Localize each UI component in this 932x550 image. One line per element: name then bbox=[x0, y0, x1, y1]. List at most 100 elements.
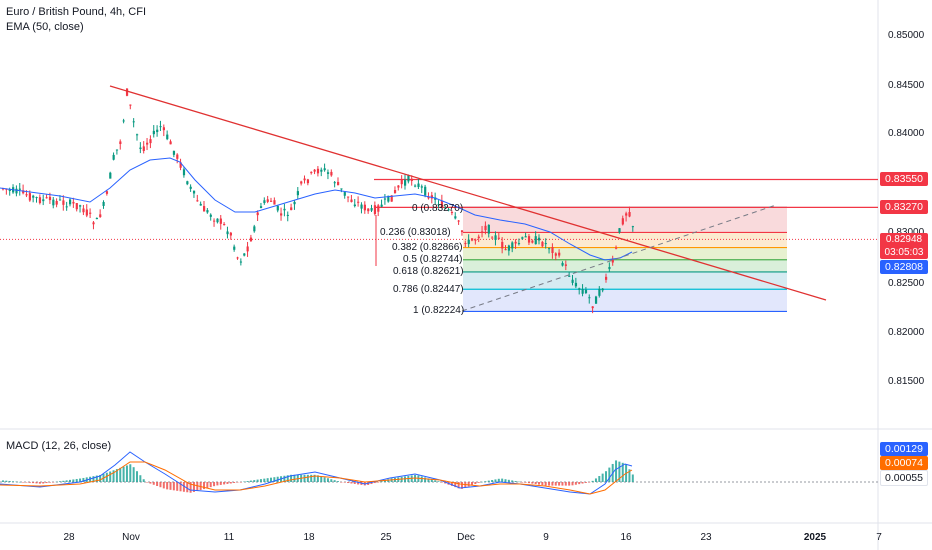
macd-histogram-bar bbox=[434, 480, 437, 482]
macd-histogram-bar bbox=[273, 477, 276, 482]
time-tick: Dec bbox=[457, 532, 475, 543]
candle-body bbox=[450, 212, 454, 214]
signal-line bbox=[0, 461, 633, 495]
macd-histogram-bar bbox=[249, 480, 252, 482]
candle-body bbox=[189, 186, 192, 189]
ema-indicator-label[interactable]: EMA (50, close) bbox=[6, 21, 84, 33]
candle-body bbox=[129, 104, 132, 106]
candle-body bbox=[601, 288, 604, 291]
candle-body bbox=[584, 289, 588, 294]
macd-histogram-bar bbox=[259, 479, 262, 482]
candle-body bbox=[460, 230, 464, 233]
candle-body bbox=[18, 188, 21, 190]
macd-histogram-bar bbox=[377, 482, 380, 483]
fib-label-0786[interactable]: 0.786 (0.82447) bbox=[393, 284, 464, 295]
fib-label-05[interactable]: 0.5 (0.82744) bbox=[403, 254, 463, 265]
candle-body bbox=[249, 237, 253, 242]
macd-histogram-bar bbox=[239, 482, 242, 483]
candle-body bbox=[192, 190, 196, 194]
candle-body bbox=[457, 220, 460, 222]
candle-body bbox=[186, 181, 189, 185]
macd-histogram-bar bbox=[55, 481, 58, 483]
macd-histogram-bar bbox=[471, 482, 473, 486]
candle-body bbox=[149, 139, 152, 144]
candle-body bbox=[477, 236, 480, 239]
macd-histogram-bar bbox=[263, 478, 266, 482]
macd-histogram-bar bbox=[75, 478, 78, 482]
macd-histogram-bar bbox=[424, 477, 427, 482]
macd-histogram-bar bbox=[514, 481, 517, 482]
candle-body bbox=[270, 200, 273, 202]
descending-trendline bbox=[109, 85, 827, 301]
candle-body bbox=[501, 241, 504, 249]
macd-histogram-bar bbox=[32, 482, 35, 484]
resistance-price-tag-2[interactable]: 0.83270 bbox=[880, 200, 928, 214]
macd-histogram-bar bbox=[256, 479, 259, 482]
macd-indicator-label[interactable]: MACD (12, 26, close) bbox=[6, 440, 112, 452]
macd-histogram-bar bbox=[598, 476, 601, 482]
candle-body bbox=[266, 199, 269, 202]
macd-histogram-bar bbox=[310, 474, 313, 482]
candle-body bbox=[32, 195, 35, 198]
candle-body bbox=[628, 212, 631, 217]
resistance-price-tag-1[interactable]: 0.83550 bbox=[880, 172, 928, 186]
candle-body bbox=[219, 218, 222, 224]
candle-body bbox=[42, 199, 45, 202]
macd-histogram-bar bbox=[8, 480, 11, 482]
candle-body bbox=[491, 237, 494, 239]
candle-body bbox=[558, 252, 561, 256]
macd-histogram-bar bbox=[326, 478, 329, 482]
candle-body bbox=[290, 207, 293, 211]
macd-histogram-bar bbox=[427, 478, 430, 482]
last-price-tag[interactable]: 0.82948 bbox=[880, 233, 928, 246]
macd-histogram-bar bbox=[189, 482, 192, 493]
candle-body bbox=[28, 193, 31, 201]
macd-histogram-bar bbox=[568, 482, 571, 486]
macd-histogram-bar bbox=[621, 462, 624, 482]
price-tick: 0.85000 bbox=[888, 30, 925, 41]
candle-body bbox=[393, 190, 397, 194]
macd-histogram-bar bbox=[12, 481, 15, 482]
macd-histogram-bar bbox=[303, 474, 306, 482]
candle-body bbox=[404, 179, 407, 186]
macd-histogram-bar bbox=[243, 481, 246, 483]
candle-body bbox=[434, 197, 437, 200]
ema-price-tag[interactable]: 0.82808 bbox=[880, 260, 928, 274]
fib-zone bbox=[463, 271, 787, 290]
candle-body bbox=[35, 197, 38, 199]
macd-histogram-bar bbox=[347, 482, 350, 484]
ema-line bbox=[0, 157, 633, 261]
macd-histogram-bar bbox=[82, 477, 85, 482]
macd-histogram-bar bbox=[554, 482, 557, 486]
macd-histogram-bar bbox=[420, 476, 423, 482]
candle-body bbox=[320, 169, 323, 172]
fib-label-0[interactable]: 0 (0.83270) bbox=[412, 203, 464, 214]
candle-body bbox=[564, 264, 567, 266]
macd-histogram-bar bbox=[149, 482, 152, 484]
macd-histogram-bar bbox=[548, 482, 551, 486]
candle-body bbox=[484, 225, 487, 231]
candle-body bbox=[182, 169, 186, 176]
candle-body bbox=[605, 276, 608, 280]
macd-histogram-bar bbox=[578, 482, 581, 485]
candle-body bbox=[48, 196, 52, 201]
candle-body bbox=[99, 214, 102, 218]
candle-body bbox=[62, 200, 65, 205]
fib-label-0618[interactable]: 0.618 (0.82621) bbox=[393, 266, 464, 277]
fib-label-1[interactable]: 1 (0.82224) bbox=[413, 305, 465, 316]
candle-body bbox=[176, 154, 179, 159]
candle-body bbox=[58, 199, 62, 201]
macd-histogram-bar bbox=[477, 482, 480, 483]
candle-body bbox=[504, 249, 507, 251]
candle-body bbox=[591, 306, 594, 309]
candle-body bbox=[239, 261, 243, 263]
candle-body bbox=[574, 282, 578, 287]
macd-histogram-bar bbox=[481, 481, 484, 483]
macd-histogram-bar bbox=[615, 460, 618, 482]
candle-body bbox=[333, 182, 336, 184]
time-tick: 25 bbox=[380, 532, 392, 543]
fib-label-0236[interactable]: 0.236 (0.83018) bbox=[380, 227, 451, 238]
macd-histogram-bar bbox=[129, 464, 132, 482]
fib-label-0382[interactable]: 0.382 (0.82866) bbox=[392, 242, 463, 253]
